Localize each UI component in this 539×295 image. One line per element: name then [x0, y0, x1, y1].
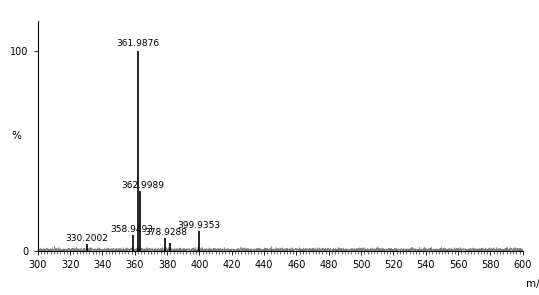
Text: 362.9989: 362.9989	[121, 181, 164, 190]
Text: m/z: m/z	[526, 279, 539, 289]
Text: 330.2002: 330.2002	[65, 234, 108, 243]
Text: 361.9876: 361.9876	[116, 39, 160, 48]
Text: 358.9493: 358.9493	[110, 225, 153, 234]
Text: 378.9288: 378.9288	[144, 228, 187, 237]
Text: 399.9353: 399.9353	[178, 221, 221, 230]
Y-axis label: %: %	[11, 131, 21, 141]
